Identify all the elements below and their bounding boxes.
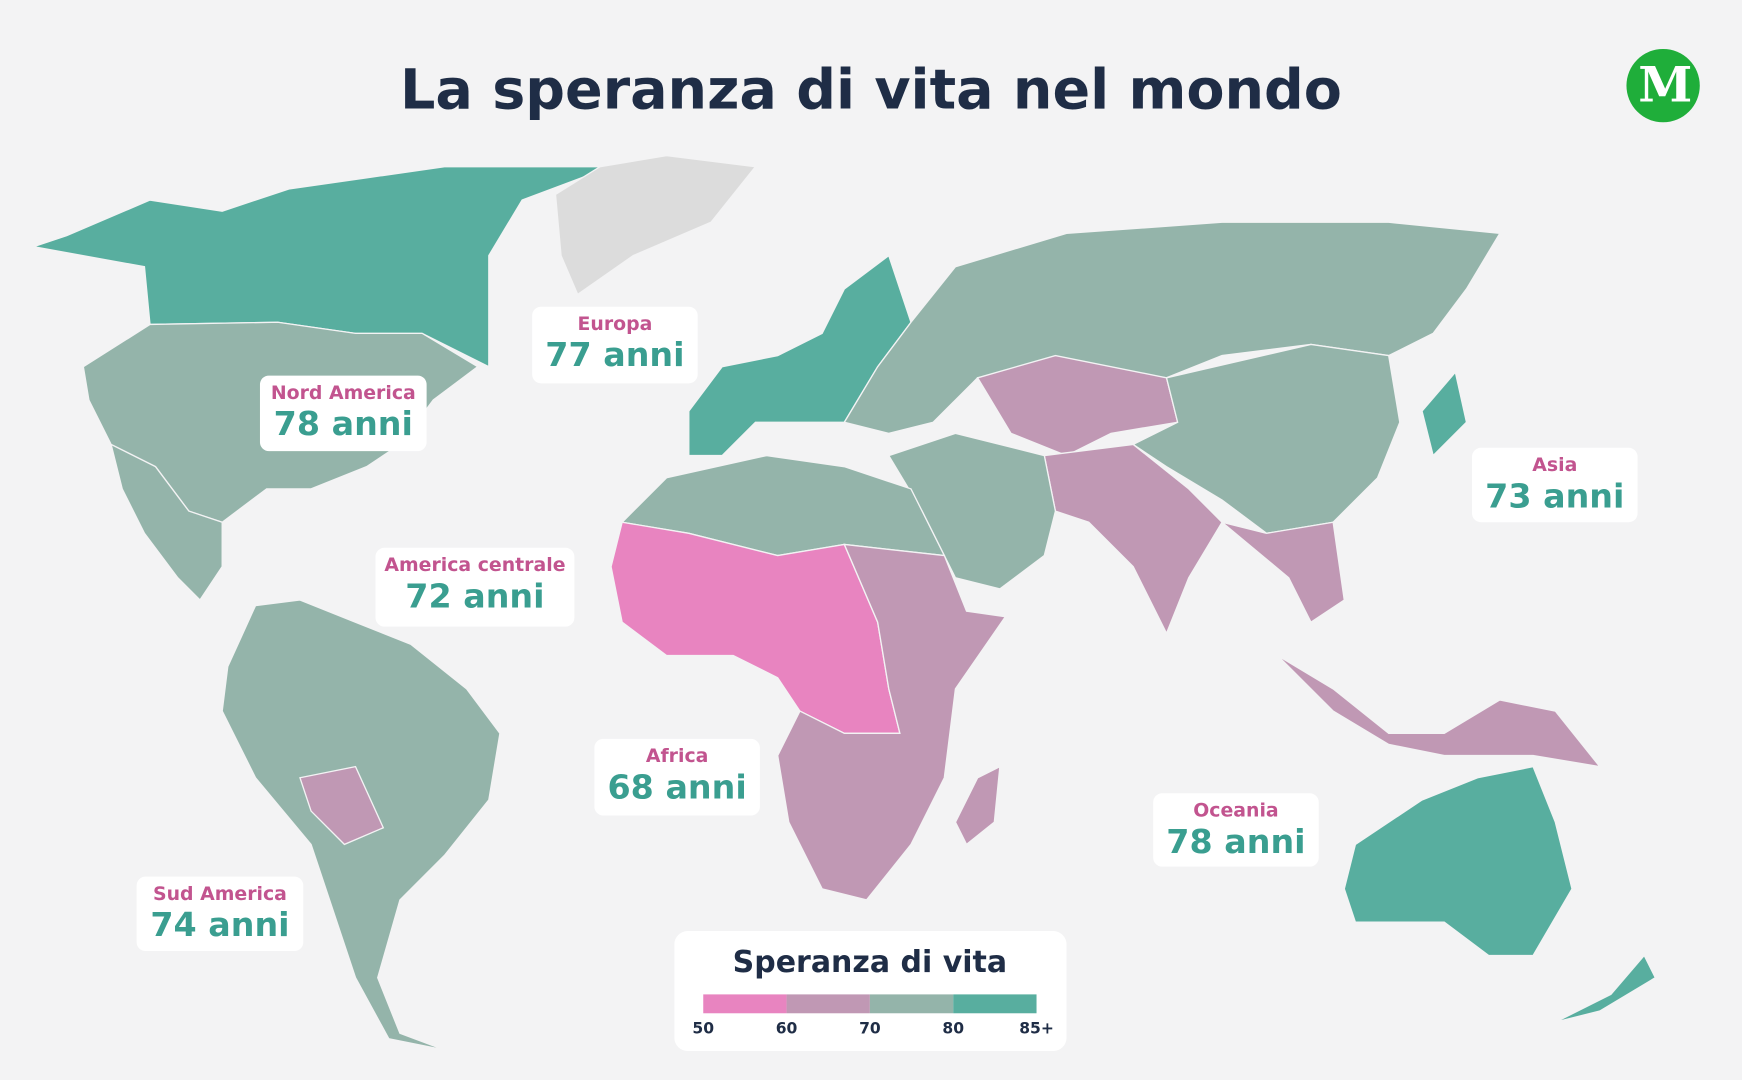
- south-asia: [1043, 443, 1223, 635]
- label-box: [532, 306, 698, 384]
- region-name: Africa: [646, 745, 709, 767]
- legend-tick: 85+: [1019, 1019, 1054, 1037]
- legend-swatch: [703, 994, 787, 1014]
- se-asia: [1221, 521, 1345, 624]
- region-value: 68 anni: [607, 767, 746, 806]
- central-asia: [976, 354, 1179, 457]
- label-box: [136, 876, 304, 952]
- mexico: [110, 443, 223, 602]
- logo: M: [1626, 48, 1700, 123]
- region-value: 78 anni: [1166, 822, 1305, 861]
- legend-tick: 60: [776, 1019, 798, 1037]
- region-name: Asia: [1532, 454, 1577, 476]
- japan: [1421, 370, 1468, 457]
- legend-tick: 80: [942, 1019, 964, 1037]
- region-name: America centrale: [384, 554, 565, 576]
- region-name: Europa: [577, 313, 652, 335]
- madagascar: [954, 765, 1001, 846]
- legend: Speranza di vita 50 60 70 80 85+: [674, 931, 1067, 1052]
- region-value: 77 anni: [545, 335, 684, 374]
- region-value: 74 anni: [150, 905, 289, 944]
- title: La speranza di vita nel mondo: [400, 58, 1342, 123]
- logo-circle: [1626, 48, 1700, 123]
- logo-text: M: [1638, 55, 1692, 113]
- region-value: 72 anni: [405, 576, 544, 615]
- label-box: [1153, 793, 1319, 867]
- world-map: [33, 154, 1657, 1051]
- region-name: Nord America: [271, 382, 416, 404]
- greenland: [554, 154, 757, 296]
- legend-swatch: [786, 994, 870, 1014]
- label-box: [259, 375, 427, 452]
- new-zealand: [1555, 954, 1657, 1023]
- east-south-africa: [776, 543, 1007, 901]
- region-value: 73 anni: [1485, 476, 1624, 515]
- bolivia: [299, 765, 385, 846]
- label-box: [375, 547, 575, 627]
- indonesia: [1277, 654, 1602, 768]
- region-value: 78 anni: [274, 404, 413, 443]
- region-name: Oceania: [1193, 800, 1278, 822]
- legend-title: Speranza di vita: [733, 945, 1007, 980]
- legend-tick: 70: [859, 1019, 881, 1037]
- legend-swatch: [869, 994, 954, 1014]
- region-name: Sud America: [153, 883, 287, 905]
- label-box: [1472, 447, 1638, 523]
- australia: [1343, 765, 1573, 957]
- legend-box: [674, 931, 1067, 1052]
- label-box: [594, 738, 760, 816]
- legend-tick: 50: [692, 1019, 714, 1037]
- canada: [33, 166, 612, 368]
- legend-swatch: [953, 994, 1037, 1014]
